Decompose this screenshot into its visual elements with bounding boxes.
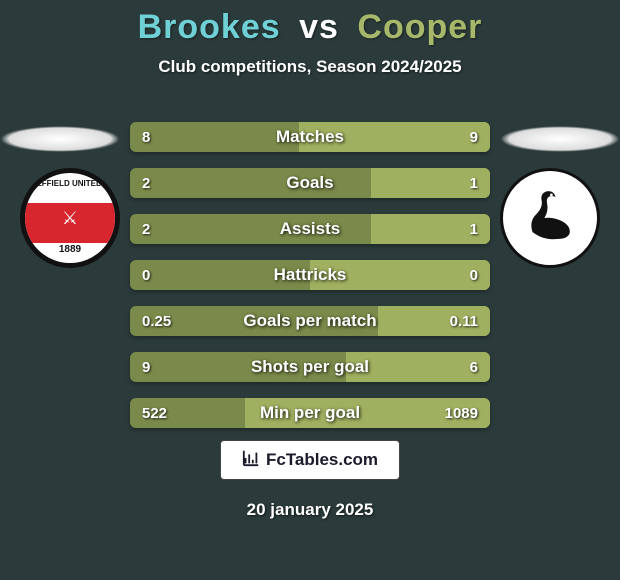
stat-bar-right xyxy=(371,168,490,198)
stat-row: 00Hattricks xyxy=(130,260,490,290)
stat-row: 5221089Min per goal xyxy=(130,398,490,428)
page-title: Brookes vs Cooper xyxy=(0,8,620,47)
swords-icon: ⚔ xyxy=(25,208,115,229)
site-name: FcTables.com xyxy=(266,450,378,470)
swan-icon xyxy=(515,183,585,253)
player2-name: Cooper xyxy=(357,8,482,46)
swansea-crest xyxy=(500,168,600,268)
player1-name: Brookes xyxy=(138,8,281,46)
shadow-ellipse-right xyxy=(500,126,620,152)
shadow-ellipse-left xyxy=(0,126,120,152)
stat-row: 21Goals xyxy=(130,168,490,198)
stat-row: 21Assists xyxy=(130,214,490,244)
stat-bar-right xyxy=(245,398,490,428)
sheffield-crest-text: SHEFFIELD UNITED FC xyxy=(25,179,115,188)
sheffield-crest-year: 1889 xyxy=(25,244,115,255)
subtitle: Club competitions, Season 2024/2025 xyxy=(0,57,620,77)
stats-panel: 89Matches 21Goals 21Assists 00Hattricks 0.25… xyxy=(130,122,490,444)
stat-row: 0.250.11Goals per match xyxy=(130,306,490,336)
stat-row: 96Shots per goal xyxy=(130,352,490,382)
chart-icon xyxy=(242,449,260,472)
stat-bar-right xyxy=(378,306,490,336)
comparison-card: Brookes vs Cooper Club competitions, Sea… xyxy=(0,0,620,580)
sheffield-crest: SHEFFIELD UNITED FC ⚔ 1889 xyxy=(20,168,120,268)
footer-date: 20 january 2025 xyxy=(0,500,620,520)
stat-bar-right xyxy=(299,122,490,152)
vs-label: vs xyxy=(299,8,339,46)
team-left-badge: SHEFFIELD UNITED FC ⚔ 1889 xyxy=(20,168,120,268)
site-logo[interactable]: FcTables.com xyxy=(220,440,400,480)
stat-bar-right xyxy=(310,260,490,290)
stat-bar-right xyxy=(346,352,490,382)
stat-row: 89Matches xyxy=(130,122,490,152)
stat-bar-right xyxy=(371,214,490,244)
team-right-badge xyxy=(500,168,600,268)
